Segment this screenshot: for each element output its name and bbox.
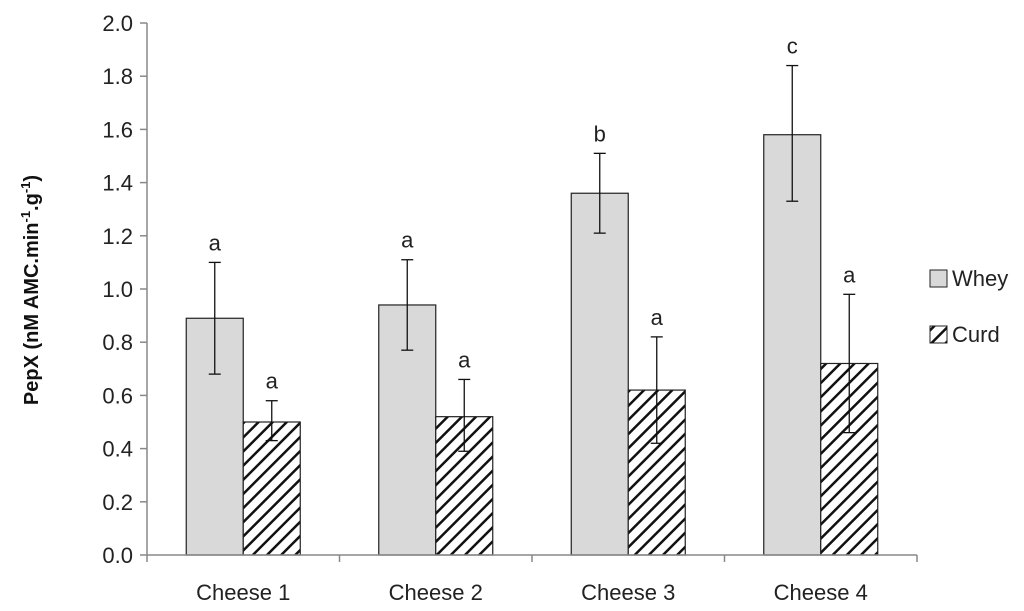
y-axis-label-sup2: -1 [18,182,33,194]
y-tick-label: 1.8 [102,64,133,89]
y-tick-label: 1.0 [102,277,133,302]
y-axis-label: PepX (nM AMC.min-1.g-1) [18,175,43,405]
y-axis-label-prefix: PepX (nM AMC.min [21,222,43,405]
significance-label: c [787,34,798,59]
category-label: Cheese 2 [389,580,483,605]
legend-swatch-whey [929,269,948,288]
bar-whey [763,134,822,556]
category-label: Cheese 4 [774,580,868,605]
y-axis-label-suffix: ) [21,175,43,182]
significance-label: a [651,305,664,330]
bar-whey [570,192,629,556]
significance-label: a [458,347,471,372]
category-label: Cheese 1 [196,580,290,605]
significance-label: a [266,369,279,394]
legend-label-curd: Curd [952,322,1000,347]
y-axis-label-middle: .g [21,193,43,211]
y-tick-label: 0.6 [102,383,133,408]
significance-label: a [401,228,414,253]
y-tick-label: 0.0 [102,543,133,568]
legend: Whey Curd [929,266,1008,347]
y-tick-label: 0.8 [102,330,133,355]
category-label: Cheese 3 [581,580,675,605]
significance-label: a [209,230,222,255]
y-axis-label-sup1: -1 [18,211,33,223]
significance-label: b [594,121,606,146]
legend-label-whey: Whey [952,266,1008,291]
y-tick-label: 1.2 [102,224,133,249]
significance-label: a [843,262,856,287]
y-tick-label: 1.6 [102,117,133,142]
y-tick-label: 1.4 [102,171,133,196]
bar-curd [242,421,301,556]
y-tick-label: 0.2 [102,490,133,515]
y-tick-label: 0.4 [102,437,133,462]
y-tick-label: 2.0 [102,11,133,36]
legend-swatch-curd [929,325,948,344]
